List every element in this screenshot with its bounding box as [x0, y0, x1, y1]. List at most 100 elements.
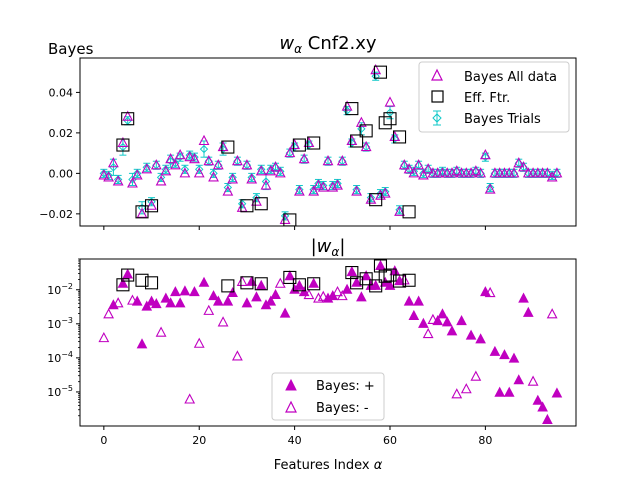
- eff-ftr-square-point: [369, 279, 383, 293]
- bayes-minus-point: [398, 274, 410, 285]
- trial-diamond-point: [180, 165, 190, 174]
- eff-ftr-square-point: [378, 269, 392, 283]
- legend-bayes-plus: Bayes: +: [316, 379, 375, 394]
- bayes-minus-point: [155, 326, 167, 337]
- all-data-triangle-point: [222, 185, 234, 196]
- bayes-plus-point: [160, 292, 172, 303]
- trial-errorbar-mark: [352, 185, 361, 195]
- bayes-plus-point: [265, 295, 277, 306]
- bayes-plus-point: [294, 279, 305, 290]
- bottom-y-tick-label: 10−4: [47, 350, 73, 365]
- bayes-plus-point: [208, 290, 219, 301]
- all-data-triangle-point: [541, 167, 553, 178]
- trial-diamond-point: [237, 199, 247, 208]
- bayes-plus-point: [503, 386, 515, 397]
- all-data-triangle-point: [103, 171, 115, 182]
- bayes-minus-point: [451, 388, 463, 399]
- eff-ftr-square-point: [392, 274, 407, 288]
- trial-errorbar-mark: [485, 182, 495, 193]
- bayes-plus-point: [522, 306, 534, 317]
- trial-diamond-point: [228, 173, 237, 182]
- bayes-minus-point: [460, 383, 472, 394]
- all-data-triangle-point: [470, 165, 482, 176]
- trial-errorbar-mark: [199, 140, 209, 158]
- bayes-plus-point: [141, 300, 153, 311]
- all-data-triangle-point: [360, 140, 372, 152]
- all-data-triangle-point: [384, 96, 396, 107]
- eff-ftr-square-point: [392, 130, 407, 144]
- eff-ftr-square-point: [240, 199, 254, 213]
- trial-diamond-point: [223, 183, 233, 192]
- eff-ftr-square-point: [345, 102, 359, 116]
- eff-ftr-square-point: [221, 140, 235, 154]
- bayes-plus-point: [456, 315, 467, 326]
- bottom-axes-frame: [79, 258, 577, 427]
- eff-ftr-square-point: [292, 278, 306, 292]
- all-data-triangle-point: [508, 167, 520, 178]
- trial-diamond-point: [99, 169, 109, 178]
- bayes-minus-point: [422, 327, 434, 339]
- all-data-triangle-point: [112, 175, 124, 186]
- trial-diamond-point: [309, 185, 318, 194]
- bayes-plus-point: [489, 345, 501, 356]
- trial-diamond-point: [128, 175, 137, 184]
- bayes-minus-point: [336, 289, 348, 301]
- top-chart-title: wα Cnf2.xy: [279, 33, 377, 56]
- corner-label: Bayes: [48, 40, 94, 58]
- top-axis-ticks: −0.02 0.00 0.02 0.04: [39, 86, 486, 230]
- bayes-minus-point: [527, 375, 539, 386]
- bayes-plus-point: [441, 316, 453, 327]
- eff-ftr-square-point: [254, 197, 268, 211]
- trial-diamond-point: [137, 203, 147, 212]
- all-data-triangle-point: [484, 183, 496, 194]
- trial-errorbar-mark: [481, 152, 490, 162]
- bottom-plot-marks: [98, 259, 563, 425]
- eff-ftr-square-point: [373, 259, 388, 273]
- trial-diamond-point: [257, 165, 266, 174]
- all-data-triangle-point: [475, 167, 487, 178]
- bayes-plus-point: [170, 286, 181, 297]
- bayes-plus-point: [513, 374, 525, 385]
- bayes-plus-point: [437, 308, 448, 319]
- all-data-triangle-point: [246, 173, 258, 184]
- eff-ftr-square-point: [359, 272, 373, 286]
- top-legend-box: [418, 61, 570, 133]
- bayes-plus-point: [189, 286, 200, 297]
- all-data-triangle-point: [270, 161, 281, 172]
- all-data-triangle-point: [403, 163, 415, 174]
- eff-ftr-square-point: [240, 276, 254, 290]
- bayes-plus-point: [351, 276, 362, 287]
- trial-diamond-point: [171, 159, 180, 168]
- legend-open-triangle-minus-icon: [285, 400, 297, 413]
- all-data-triangle-point: [317, 181, 329, 192]
- bayes-minus-point: [470, 370, 482, 381]
- bayes-plus-point: [551, 387, 563, 398]
- bayes-plus-point: [284, 270, 296, 281]
- trial-diamond-point: [199, 144, 209, 154]
- all-data-triangle-point: [465, 167, 477, 178]
- trial-diamond-point: [371, 72, 380, 81]
- all-data-triangle-point: [122, 110, 134, 121]
- bayes-minus-point: [98, 331, 110, 343]
- all-data-triangle-point: [422, 163, 434, 174]
- all-data-triangle-point: [293, 185, 305, 196]
- all-data-triangle-point: [379, 187, 391, 198]
- all-data-triangle-point: [279, 213, 291, 224]
- bayes-plus-point: [122, 268, 134, 279]
- bayes-plus-point: [356, 291, 367, 302]
- all-data-triangle-point: [389, 130, 401, 141]
- eff-ftr-square-point: [254, 277, 268, 291]
- bayes-plus-point: [475, 333, 486, 344]
- top-legend: Bayes All data Eff. Ftr. Bayes Trials: [418, 61, 570, 133]
- bayes-plus-point: [518, 292, 529, 303]
- trial-diamond-point: [113, 175, 123, 184]
- trial-diamond-point: [481, 152, 490, 162]
- top-y-tick-label: −0.02: [39, 208, 73, 221]
- all-data-triangle-point: [351, 185, 363, 196]
- bayes-plus-point: [150, 298, 162, 309]
- bayes-plus-point: [375, 259, 386, 270]
- legend-open-square-icon: [431, 90, 444, 103]
- trial-diamond-point: [385, 108, 395, 117]
- all-data-triangle-point: [131, 169, 143, 180]
- bottom-chart-title: |wα|: [311, 236, 346, 259]
